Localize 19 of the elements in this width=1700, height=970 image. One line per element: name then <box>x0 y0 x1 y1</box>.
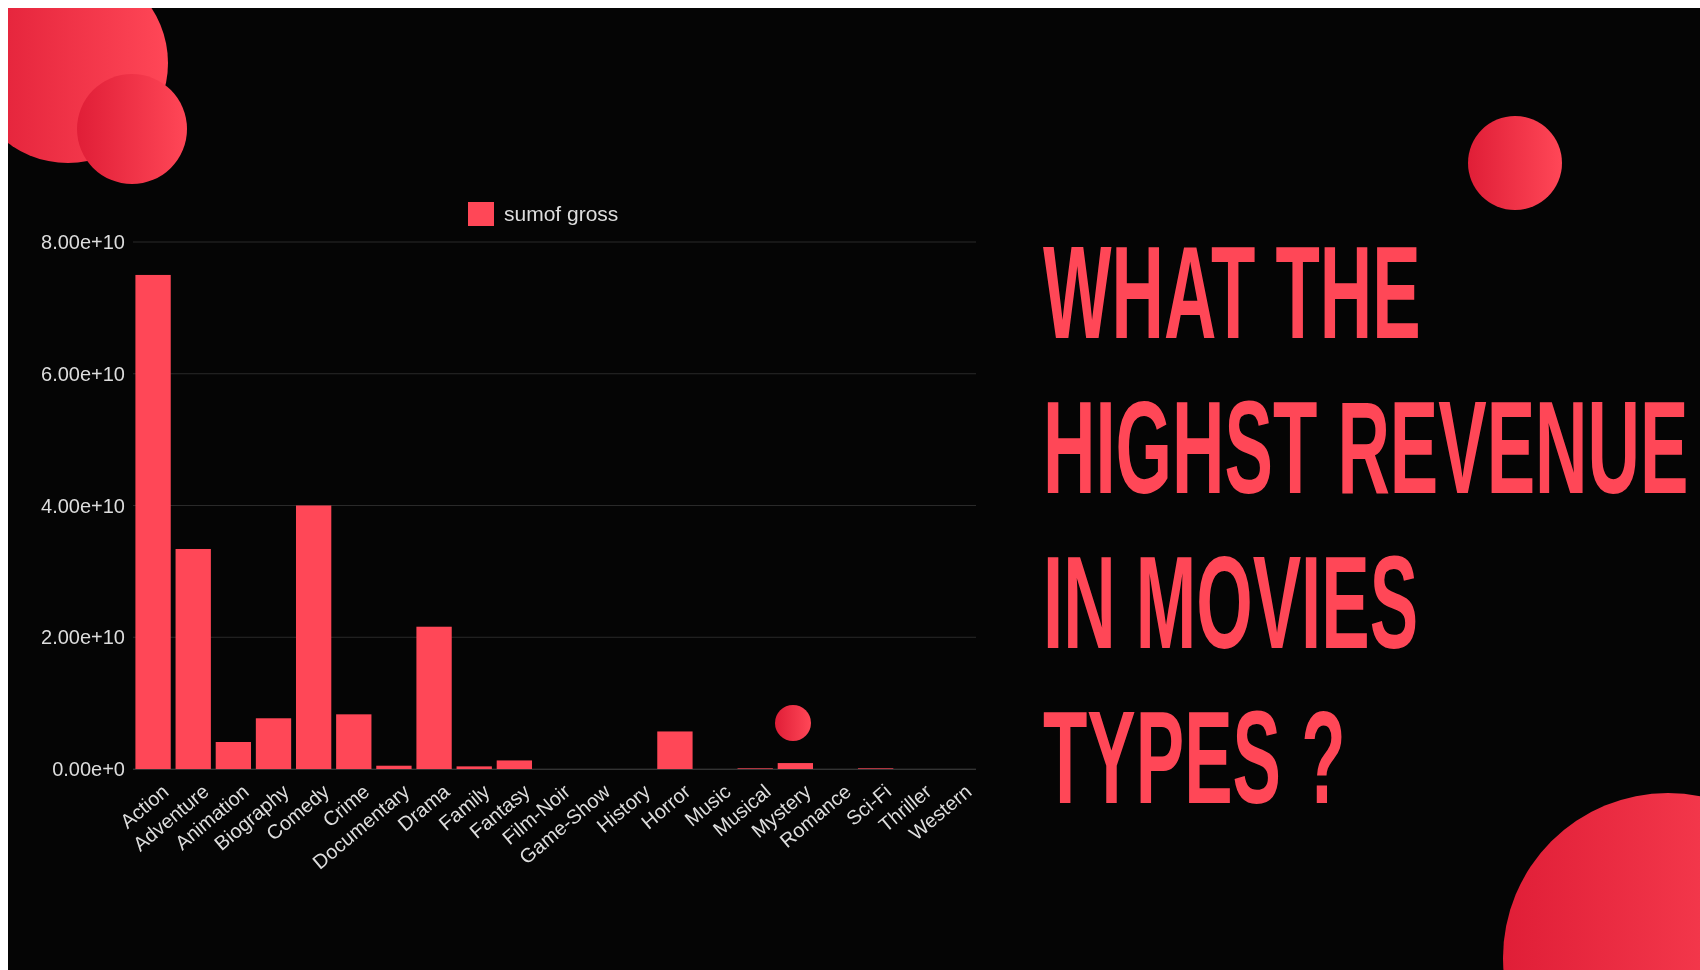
bar <box>777 763 814 769</box>
bar <box>456 766 492 769</box>
y-tick-label: 0.00e+0 <box>52 758 125 780</box>
bar <box>255 718 292 769</box>
bar <box>135 274 171 769</box>
y-tick-label: 8.00e+10 <box>41 231 125 253</box>
bar <box>416 626 452 769</box>
bar <box>295 505 332 769</box>
text: WHAT THE HIGHST REVENUE IN MOVIES TYPES ? <box>1043 219 1689 832</box>
y-tick-label: 6.00e+10 <box>41 362 125 385</box>
legend-label: sumof gross <box>504 202 619 226</box>
bar <box>657 731 693 769</box>
bar <box>175 548 211 769</box>
bar <box>336 714 372 769</box>
y-tick-label: 4.00e+10 <box>41 494 125 517</box>
bar <box>215 741 252 769</box>
bar <box>496 760 533 769</box>
y-tick-label: 2.00e+10 <box>41 626 125 649</box>
bar <box>376 765 412 769</box>
